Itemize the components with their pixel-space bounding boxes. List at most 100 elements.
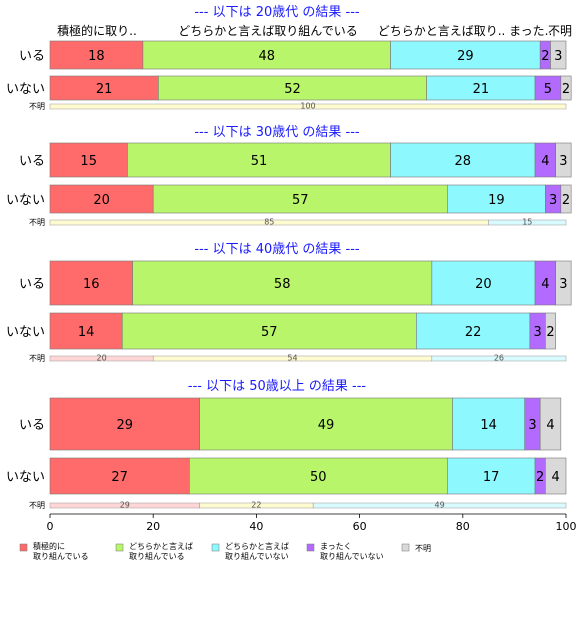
bar-segment — [199, 397, 453, 451]
data-label: 14 — [480, 418, 497, 433]
data-label: 2 — [562, 193, 570, 208]
bar-segment — [132, 260, 433, 306]
x-tick-label: 100 — [556, 520, 577, 533]
bar-segment — [390, 40, 541, 70]
bar-segment — [158, 75, 427, 101]
bar-segment — [49, 457, 190, 495]
bar-segment — [431, 260, 536, 306]
data-label: 29 — [117, 418, 134, 433]
bar-segment — [49, 142, 128, 178]
bar-segment — [555, 142, 572, 178]
legend-label: どちらかと言えば — [129, 541, 193, 551]
data-label: 3 — [528, 418, 536, 433]
row-label: いる — [19, 49, 45, 64]
data-label-unknown: 54 — [287, 354, 297, 363]
row-label: いない — [6, 82, 45, 97]
bar-segment — [534, 75, 562, 101]
legend-swatch — [306, 543, 315, 552]
bar-segment — [152, 184, 448, 214]
data-label: 18 — [88, 49, 105, 64]
row-label-unknown: 不明 — [29, 354, 45, 363]
data-label: 5 — [544, 82, 552, 97]
legend-swatch — [115, 543, 124, 552]
row-label: いる — [19, 277, 45, 292]
legend-swatch — [19, 543, 28, 552]
row-label: いない — [6, 325, 45, 340]
data-label: 2 — [541, 49, 549, 64]
bar-segment — [49, 75, 159, 101]
bar-segment — [426, 75, 536, 101]
data-label: 3 — [549, 193, 557, 208]
bar-segment-unknown — [488, 219, 567, 226]
category-header-label: どちらかと言えば取り.. まった.. — [378, 24, 553, 38]
data-label: 16 — [83, 277, 100, 292]
bar-segment — [127, 142, 391, 178]
data-label: 3 — [533, 325, 541, 340]
data-label: 48 — [258, 49, 275, 64]
x-tick-label: 40 — [249, 520, 263, 533]
bar-segment — [560, 184, 572, 214]
row-label-unknown: 不明 — [29, 501, 45, 510]
data-label: 19 — [488, 193, 505, 208]
data-label: 4 — [541, 277, 549, 292]
legend-label: どちらかと言えば — [225, 541, 289, 551]
data-label: 4 — [541, 154, 549, 169]
x-tick-label: 80 — [456, 520, 470, 533]
group-title: --- 以下は 40歳代 の結果 --- — [194, 242, 360, 257]
legend-swatch — [211, 543, 220, 552]
legend-label: 不明 — [415, 544, 431, 553]
bar-segment — [447, 457, 536, 495]
legend-label: 積極的に — [33, 541, 65, 551]
row-label-unknown: 不明 — [29, 218, 45, 227]
data-label: 3 — [559, 154, 567, 169]
bar-segment — [189, 457, 448, 495]
category-header-label: どちらかと言えば取り組んでいる — [178, 24, 357, 38]
bar-segment-unknown — [431, 355, 567, 362]
bar-segment — [49, 312, 123, 350]
bar-segment — [555, 260, 572, 306]
bar-segment-unknown — [312, 502, 567, 509]
row-label: いない — [6, 193, 45, 208]
bar-segment — [452, 397, 526, 451]
row-label: いる — [19, 154, 45, 169]
data-label: 49 — [318, 418, 335, 433]
data-label: 28 — [455, 154, 472, 169]
legend-label: 取り組んでいない — [225, 551, 289, 561]
data-label: 2 — [562, 82, 570, 97]
data-label: 27 — [111, 470, 128, 485]
data-label: 51 — [251, 154, 268, 169]
data-label: 58 — [274, 277, 291, 292]
category-header-label: 積極的に取り.. — [57, 23, 137, 38]
x-tick-label: 20 — [146, 520, 160, 533]
data-label: 2 — [546, 325, 554, 340]
data-label: 17 — [483, 470, 500, 485]
data-label: 4 — [552, 470, 560, 485]
bar-segment — [142, 40, 391, 70]
data-label: 20 — [475, 277, 492, 292]
data-label: 4 — [546, 418, 554, 433]
data-label: 22 — [465, 325, 482, 340]
data-label-unknown: 100 — [300, 102, 315, 111]
data-label: 20 — [93, 193, 110, 208]
data-label: 14 — [78, 325, 95, 340]
bar-segment — [560, 75, 572, 101]
row-label: いない — [6, 470, 45, 485]
bar-segment — [550, 40, 567, 70]
bar-segment — [447, 184, 546, 214]
group-title: --- 以下は 30歳代 の結果 --- — [194, 125, 360, 140]
data-label: 15 — [80, 154, 97, 169]
data-label-unknown: 22 — [251, 501, 261, 510]
bar-segment — [539, 397, 562, 451]
legend-label: 取り組んでいる — [129, 551, 185, 561]
data-label: 57 — [292, 193, 309, 208]
data-label: 21 — [473, 82, 490, 97]
x-tick-label: 0 — [47, 520, 54, 533]
data-label: 3 — [559, 277, 567, 292]
legend-label: 取り組んでいない — [320, 551, 384, 561]
bar-segment-unknown — [49, 103, 567, 110]
group-title: --- 以下は 50歳以上 の結果 --- — [188, 379, 367, 394]
x-tick-label: 60 — [353, 520, 367, 533]
category-header-label: 不明 — [548, 24, 572, 38]
row-label-unknown: 不明 — [29, 102, 45, 111]
